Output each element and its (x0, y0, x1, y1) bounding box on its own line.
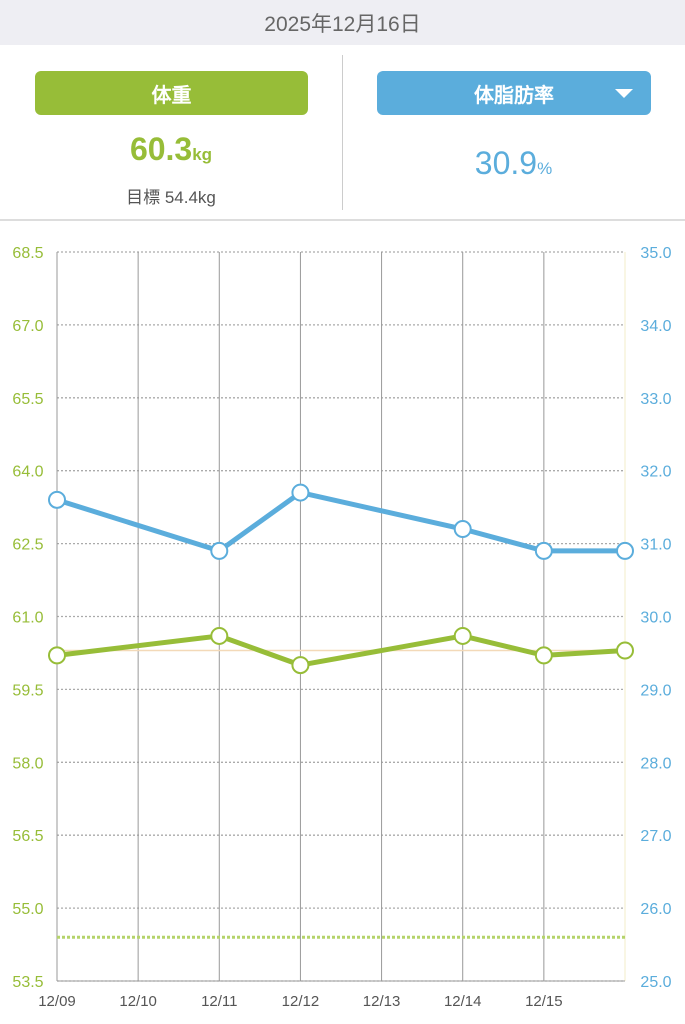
weight-data-point (534, 646, 553, 665)
right-axis-tick-label: 25.0 (640, 974, 671, 991)
left-axis-tick-label: 56.5 (12, 828, 43, 845)
right-axis-tick-label: 31.0 (640, 537, 671, 554)
bodyfat-unit: % (537, 159, 553, 178)
left-axis-tick-label: 62.5 (12, 537, 43, 554)
left-axis-tick-label: 65.5 (12, 391, 43, 408)
bodyfat-button-label: 体脂肪率 (474, 84, 554, 107)
weight-data-point (48, 646, 66, 665)
right-axis-tick-label: 33.0 (640, 391, 671, 408)
left-axis-tick-label: 68.5 (12, 245, 43, 262)
left-axis-tick-label: 64.0 (12, 464, 43, 481)
bodyfat-data-point (616, 541, 634, 560)
left-axis-tick-label: 67.0 (12, 318, 43, 335)
bodyfat-data-point (48, 490, 66, 509)
goal-value: 54.4kg (164, 188, 216, 207)
goal-label: 目標 (126, 188, 161, 207)
divider (342, 55, 343, 210)
x-axis-tick-label: 12/09 (38, 993, 76, 1010)
bodyfat-data-point (453, 520, 472, 539)
weight-number: 60.3 (129, 131, 193, 167)
weight-value: 60.3kg (0, 131, 342, 168)
left-axis-tick-label: 59.5 (12, 682, 43, 699)
weight-data-point (210, 626, 229, 645)
bodyfat-data-point (291, 483, 310, 502)
left-axis-tick-label: 55.0 (12, 901, 43, 918)
right-axis-tick-label: 34.0 (640, 318, 671, 335)
x-axis-tick-label: 12/12 (282, 993, 320, 1010)
right-axis-tick-label: 32.0 (640, 464, 671, 481)
right-axis-tick-label: 28.0 (640, 755, 671, 772)
summary-panel: 体重 60.3kg 目標 54.4kg 体脂肪率 30.9% (0, 45, 685, 221)
bodyfat-data-point (534, 541, 553, 560)
weight-data-point (291, 656, 310, 675)
date-header: 2025年12月16日 (0, 0, 685, 45)
right-axis-tick-label: 27.0 (640, 828, 671, 845)
weight-goal: 目標 54.4kg (0, 183, 342, 208)
x-axis-tick-label: 12/11 (201, 993, 237, 1010)
caret-down-icon (615, 89, 633, 98)
x-axis-tick-label: 12/14 (444, 993, 482, 1010)
left-axis-tick-label: 61.0 (12, 610, 43, 627)
bodyfat-number: 30.9 (474, 145, 538, 181)
weight-button[interactable]: 体重 (35, 71, 308, 115)
x-axis-tick-label: 12/10 (119, 993, 157, 1010)
left-axis-tick-label: 53.5 (12, 974, 43, 991)
weight-data-point (453, 626, 472, 645)
bodyfat-value: 30.9% (342, 145, 685, 182)
right-axis-tick-label: 29.0 (640, 682, 671, 699)
weight-unit: kg (192, 145, 213, 164)
left-axis-tick-label: 58.0 (12, 755, 43, 772)
x-axis-tick-label: 12/13 (363, 993, 401, 1010)
weight-button-label: 体重 (151, 84, 192, 107)
x-axis-tick-label: 12/15 (525, 993, 563, 1010)
bodyfat-data-point (210, 541, 229, 560)
date-label: 2025年12月16日 (264, 12, 421, 36)
right-axis-tick-label: 26.0 (640, 901, 671, 918)
bodyfat-series-line (56, 490, 625, 554)
right-axis-tick-label: 35.0 (640, 245, 671, 262)
weight-data-point (616, 641, 634, 660)
bodyfat-dropdown-button[interactable]: 体脂肪率 (377, 71, 651, 115)
weight-series-line (56, 633, 626, 668)
right-axis-tick-label: 30.0 (640, 610, 671, 627)
